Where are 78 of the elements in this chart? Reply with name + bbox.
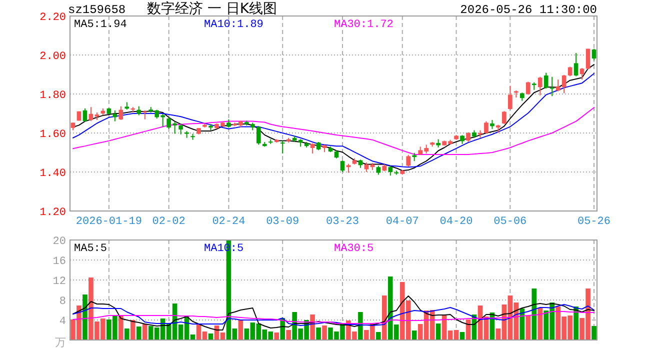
bar — [322, 326, 327, 340]
candlestick — [586, 48, 590, 70]
candlestick — [556, 79, 560, 92]
bar — [526, 316, 531, 340]
candlestick — [364, 162, 369, 172]
text: MA30:1.72 — [334, 19, 394, 31]
candlestick — [508, 85, 512, 110]
bar — [136, 326, 142, 340]
candlestick — [280, 140, 285, 154]
text: MA30:5 — [334, 243, 374, 255]
line-series — [72, 296, 595, 330]
candlestick — [484, 120, 488, 134]
bar — [520, 308, 525, 340]
candlestick — [88, 106, 94, 122]
annotation: sz159658 — [68, 3, 126, 17]
annotation: 2026-05-26 11:30:00 — [460, 3, 597, 17]
bar — [376, 332, 381, 340]
y-tick-label: 1.80 — [40, 90, 66, 102]
y-tick-label: 12 — [52, 276, 66, 288]
bar — [532, 288, 537, 340]
bar — [142, 324, 148, 340]
x-tick-label: 03-23 — [326, 216, 359, 228]
text: MA5:5 — [74, 243, 108, 255]
candlestick — [118, 106, 124, 120]
bar — [316, 328, 321, 340]
candlestick — [502, 110, 506, 125]
y-tick-label: 8 — [59, 296, 66, 308]
candlestick — [562, 74, 566, 94]
bar — [82, 294, 88, 340]
candlestick — [550, 76, 554, 97]
y-tick-label: 16 — [52, 256, 66, 268]
candlestick — [466, 132, 470, 142]
y-tick-label: 4 — [59, 316, 66, 328]
x-tick-label: 2026-01-19 — [76, 216, 142, 228]
candlestick — [178, 122, 183, 135]
y-tick-label: 1.60 — [40, 128, 66, 141]
x-tick-label: 04-07 — [386, 216, 419, 228]
bar — [574, 306, 578, 340]
candlestick — [526, 81, 530, 96]
bar — [592, 326, 596, 340]
candlestick — [388, 165, 393, 176]
y-tick-label: 1.20 — [40, 206, 66, 219]
text: MA5:1.94 — [74, 19, 128, 31]
y-tick-label: 1.40 — [40, 168, 66, 180]
chart-title: 数字经济 一 日K线图 — [146, 1, 278, 17]
y-tick-label: 2.20 — [40, 12, 66, 24]
bar — [130, 320, 136, 340]
x-tick-label: 04-20 — [440, 216, 473, 228]
candlestick — [538, 76, 542, 96]
x-tick-label: 05-06 — [494, 216, 527, 228]
x-tick-label: 02-24 — [212, 216, 246, 228]
bar — [382, 296, 387, 340]
bar — [274, 332, 280, 340]
bar — [118, 316, 124, 340]
candlestick — [310, 142, 315, 154]
bar — [538, 308, 543, 340]
bar — [124, 328, 130, 340]
x-tick-label: 02-02 — [152, 216, 186, 228]
line-series — [72, 304, 595, 326]
candlestick — [544, 72, 548, 90]
candlestick — [340, 160, 345, 172]
text: MA10:1.89 — [204, 19, 264, 31]
candlestick — [568, 66, 572, 77]
candlestick — [580, 68, 584, 80]
candlestick — [592, 48, 596, 61]
bar — [286, 330, 291, 340]
y-tick-label: 20 — [52, 236, 66, 248]
bar — [358, 312, 363, 340]
x-tick-label: 05-26 — [578, 216, 611, 228]
candlestick — [574, 52, 578, 77]
candlestick — [406, 154, 411, 168]
y-tick-label: 2.00 — [40, 50, 66, 63]
y-axis-title: 万 — [55, 336, 66, 349]
bar — [436, 324, 441, 340]
candlestick — [82, 108, 88, 122]
line-series — [72, 311, 595, 324]
bar — [310, 314, 315, 340]
x-tick-label: 03-09 — [266, 216, 300, 228]
